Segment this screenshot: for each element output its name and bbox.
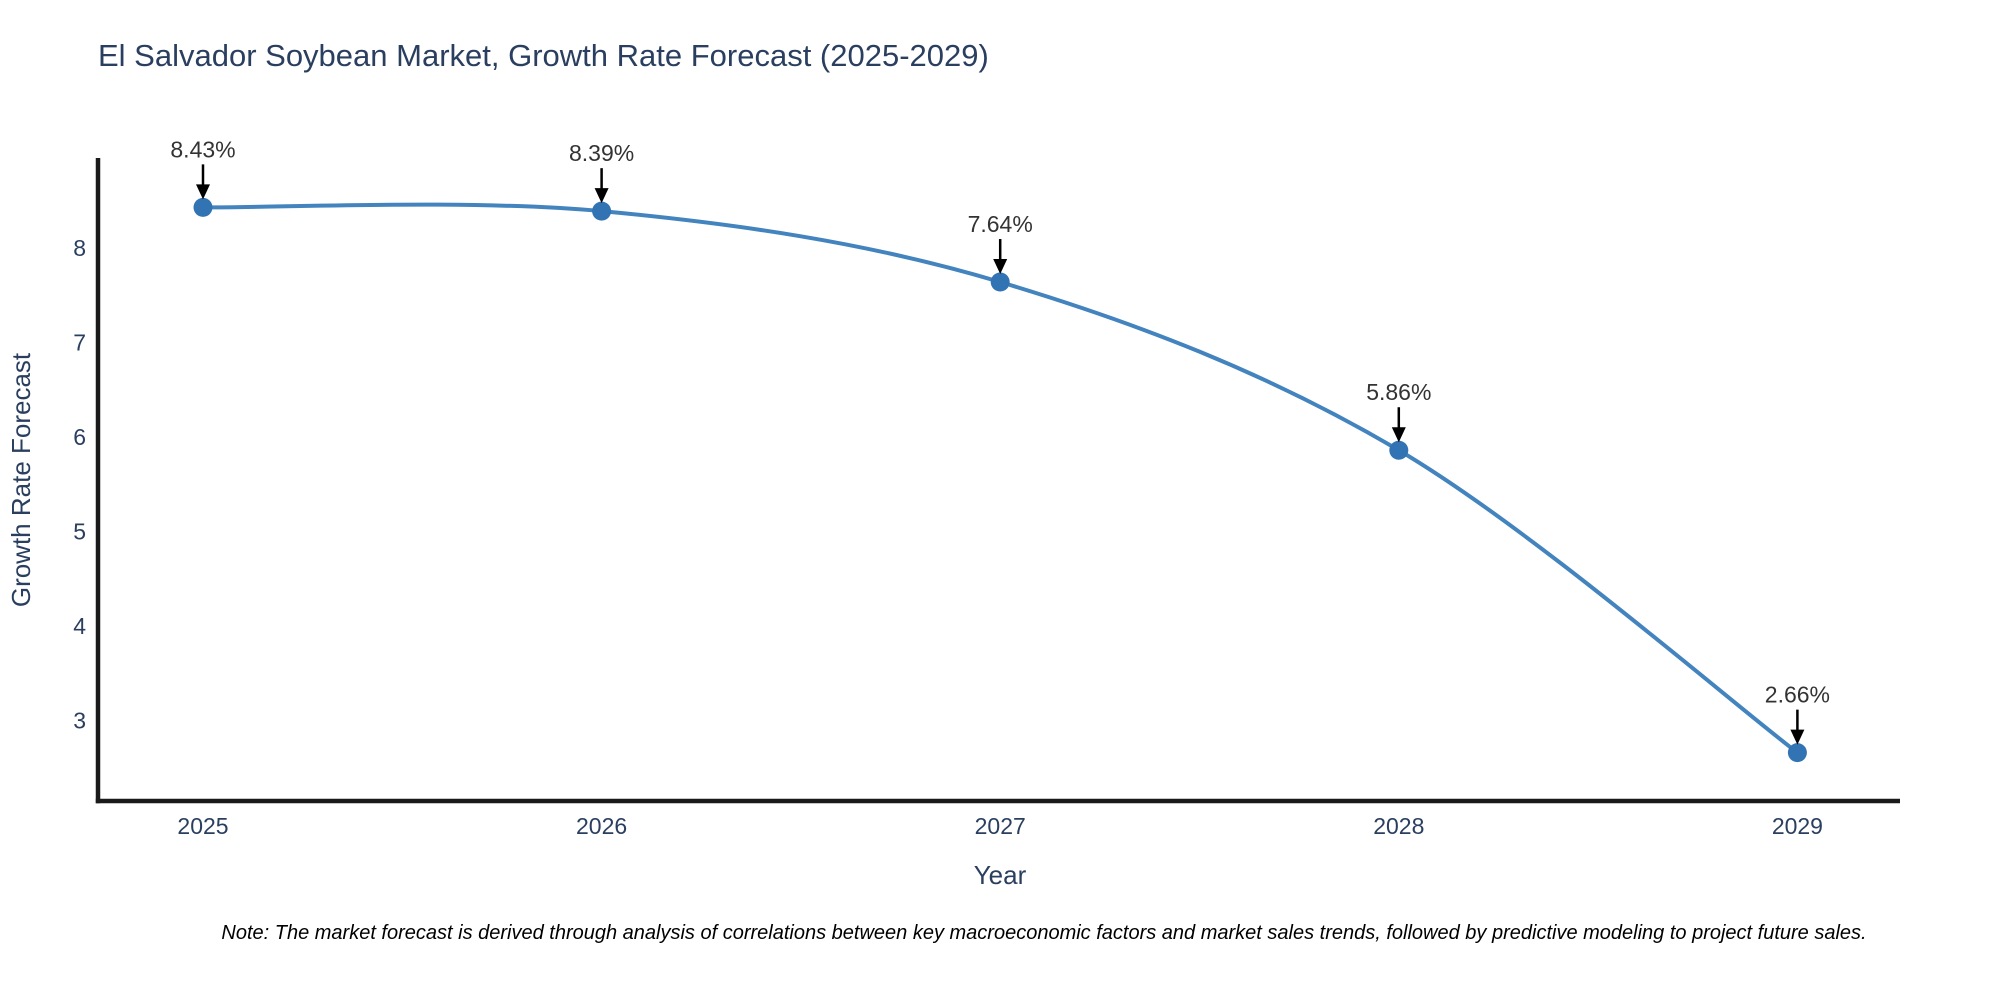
x-tick-label: 2026 bbox=[576, 813, 627, 839]
x-tick-label: 2028 bbox=[1373, 813, 1424, 839]
annotation-label: 5.86% bbox=[1366, 379, 1431, 405]
annotation-arrowhead bbox=[993, 259, 1008, 275]
y-tick-label: 8 bbox=[73, 235, 86, 261]
annotation: 2.66% bbox=[1765, 682, 1830, 745]
y-axis-title: Growth Rate Forecast bbox=[6, 352, 36, 607]
data-point-marker bbox=[990, 272, 1010, 292]
annotations: 8.43% 8.39% 7.64% 5.86% 2.66% bbox=[170, 136, 1830, 745]
annotation-label: 8.43% bbox=[170, 136, 235, 162]
y-tick-label: 7 bbox=[73, 330, 86, 356]
series-line bbox=[201, 202, 1800, 755]
x-tick-label: 2029 bbox=[1772, 813, 1823, 839]
y-tick-label: 6 bbox=[73, 424, 86, 450]
y-tick-label: 3 bbox=[73, 708, 86, 734]
x-tick-label: 2027 bbox=[975, 813, 1026, 839]
annotation-arrowhead bbox=[1391, 427, 1406, 443]
data-point-marker bbox=[1389, 440, 1409, 460]
annotation: 8.43% bbox=[170, 136, 236, 200]
annotation: 5.86% bbox=[1366, 379, 1431, 443]
chart-title: El Salvador Soybean Market, Growth Rate … bbox=[98, 38, 989, 73]
y-tick-label: 5 bbox=[73, 519, 86, 545]
x-axis-title: Year bbox=[974, 860, 1027, 890]
x-tick-label: 2025 bbox=[177, 813, 228, 839]
markers bbox=[193, 197, 1807, 763]
data-point-marker bbox=[592, 201, 612, 221]
data-point-marker bbox=[1787, 743, 1807, 763]
y-tick-label: 4 bbox=[73, 613, 86, 639]
data-point-marker bbox=[193, 197, 213, 217]
footnote: Note: The market forecast is derived thr… bbox=[221, 922, 1866, 944]
annotation-label: 7.64% bbox=[968, 211, 1033, 237]
annotation-label: 2.66% bbox=[1765, 682, 1830, 708]
annotation-label: 8.39% bbox=[569, 140, 634, 166]
annotation-arrowhead bbox=[594, 188, 609, 204]
annotation: 8.39% bbox=[569, 140, 634, 204]
y-axis: 3 4 5 6 7 8 bbox=[73, 158, 101, 804]
annotation-arrowhead bbox=[196, 184, 210, 200]
x-axis: 2025 2026 2027 2028 2029 bbox=[95, 798, 1900, 839]
annotation: 7.64% bbox=[968, 211, 1033, 275]
annotation-arrowhead bbox=[1790, 729, 1805, 745]
